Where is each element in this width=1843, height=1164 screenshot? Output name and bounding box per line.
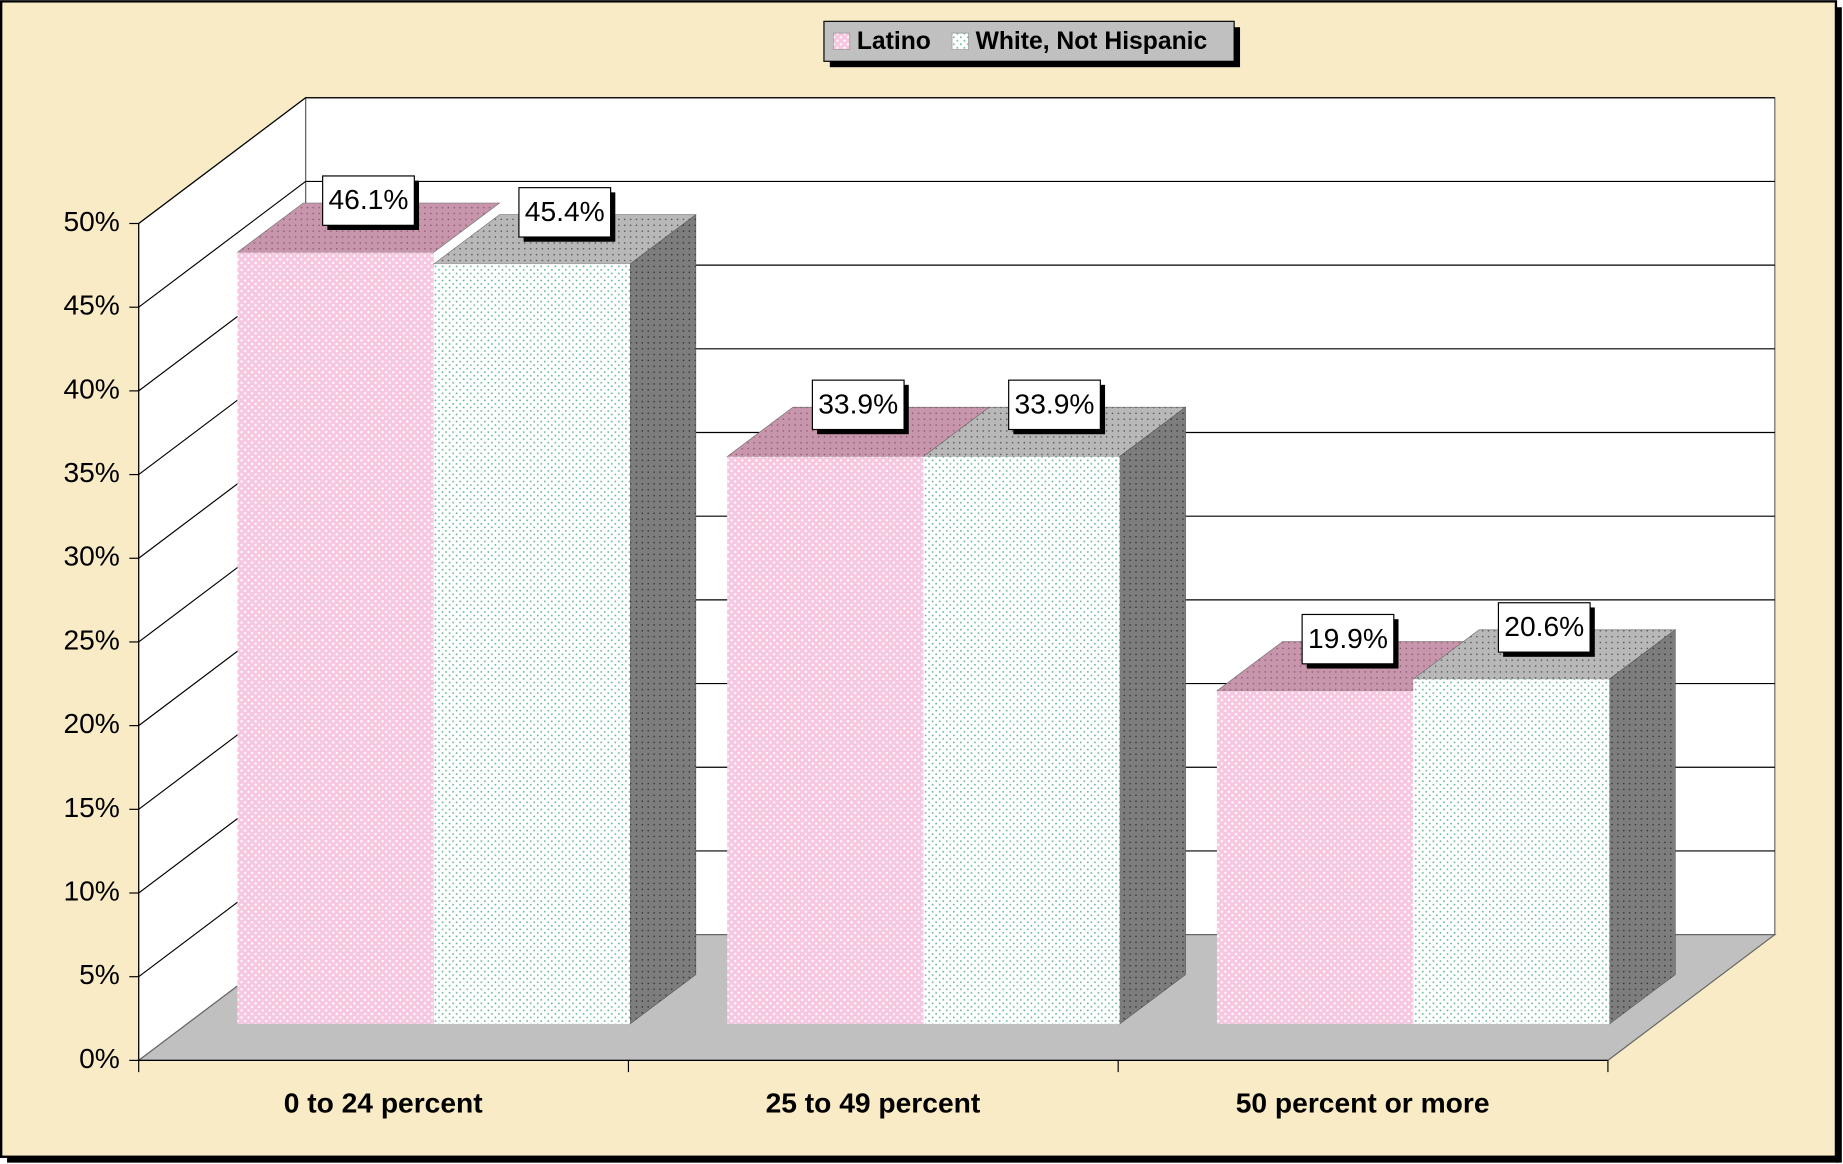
bar bbox=[923, 456, 1120, 1024]
shadow bbox=[1835, 7, 1842, 1163]
grid-line bbox=[138, 97, 306, 224]
bar bbox=[1413, 679, 1610, 1024]
y-tick-label: 50% bbox=[63, 205, 119, 237]
x-tick-label: 50 percent or more bbox=[1236, 1086, 1490, 1118]
legend bbox=[823, 20, 1241, 68]
data-label-box bbox=[518, 187, 612, 238]
data-label: 20.6% bbox=[1504, 610, 1584, 642]
bar bbox=[237, 252, 434, 1024]
y-tick-label: 35% bbox=[63, 456, 119, 488]
y-tick-label: 30% bbox=[63, 540, 119, 572]
data-label: 33.9% bbox=[818, 387, 898, 419]
y-tick-label: 40% bbox=[63, 372, 119, 404]
y-tick-label: 5% bbox=[79, 958, 120, 990]
data-label: 46.1% bbox=[329, 183, 409, 215]
legend-label: Latino bbox=[857, 28, 931, 55]
y-tick-label: 25% bbox=[63, 623, 119, 655]
x-tick-label: 25 to 49 percent bbox=[766, 1086, 981, 1118]
y-tick-label: 15% bbox=[63, 791, 119, 823]
y-tick-label: 10% bbox=[63, 874, 119, 906]
legend-swatch bbox=[951, 32, 969, 50]
x-tick-label: 0 to 24 percent bbox=[284, 1086, 484, 1118]
data-label: 19.9% bbox=[1308, 622, 1388, 654]
bar bbox=[727, 456, 924, 1024]
grid-line bbox=[138, 180, 306, 308]
y-tick-label: 45% bbox=[63, 289, 119, 321]
bar-side bbox=[629, 214, 697, 1025]
shadow bbox=[7, 1156, 1839, 1163]
y-tick-label: 20% bbox=[63, 707, 119, 739]
legend-label: White, Not Hispanic bbox=[976, 28, 1208, 55]
legend-swatch bbox=[833, 32, 851, 50]
data-label-box bbox=[322, 175, 415, 226]
data-label-box bbox=[1301, 613, 1395, 665]
data-label: 33.9% bbox=[1015, 387, 1095, 419]
data-label-box bbox=[1008, 379, 1101, 431]
bar bbox=[1216, 690, 1414, 1024]
bar-side bbox=[1609, 629, 1676, 1025]
data-label-box bbox=[1497, 602, 1591, 653]
bar bbox=[433, 264, 631, 1024]
y-tick-label: 0% bbox=[79, 1042, 120, 1074]
legend-box bbox=[823, 20, 1235, 62]
data-label-box bbox=[811, 379, 905, 431]
bar-side bbox=[1119, 406, 1186, 1025]
data-label: 45.4% bbox=[525, 195, 605, 227]
